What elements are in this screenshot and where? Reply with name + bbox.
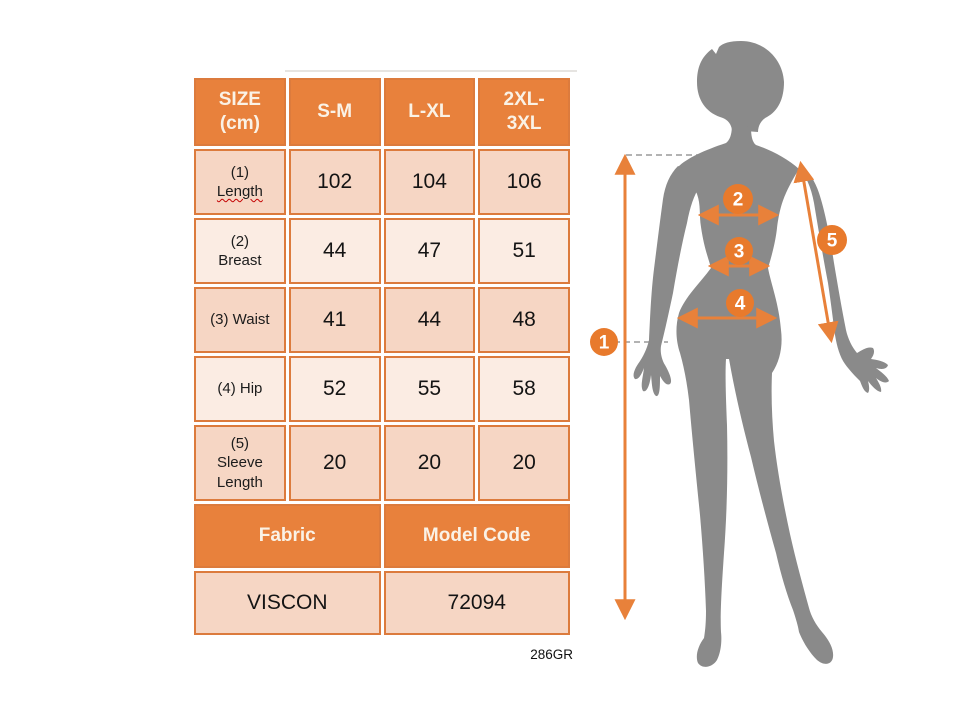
badge-4-circle bbox=[726, 289, 754, 317]
cell-hip-l-xl: 55 bbox=[383, 356, 476, 422]
cell-hip-2xl-3xl: 58 bbox=[478, 356, 570, 422]
measurement-badges: 1 2 3 4 5 bbox=[590, 184, 847, 356]
badge-5-circle bbox=[817, 225, 847, 255]
cell-waist-s-m: 41 bbox=[288, 287, 381, 353]
badge-3-circle bbox=[725, 237, 753, 265]
cell-breast-2xl-3xl: 51 bbox=[478, 218, 570, 284]
badge-5-number: 5 bbox=[827, 231, 838, 252]
row-sleeve-length: (5) Sleeve Length 20 20 20 bbox=[194, 425, 570, 501]
cell-waist-l-xl: 44 bbox=[383, 287, 476, 353]
row-sleeve-label: (5) Sleeve Length bbox=[194, 425, 286, 501]
badge-2-number: 2 bbox=[733, 190, 744, 211]
badge-2-circle bbox=[723, 184, 753, 214]
badge-1-circle bbox=[590, 328, 618, 356]
measurement-figure: 1 2 3 4 5 bbox=[590, 41, 889, 667]
fabric-value-cell: VISCON bbox=[194, 571, 381, 635]
row-breast: (2) Breast 44 47 51 bbox=[194, 218, 570, 284]
row-hip: (4) Hip 52 55 58 bbox=[194, 356, 570, 422]
row-waist-label: (3) Waist bbox=[194, 287, 286, 353]
cell-sleeve-l-xl: 20 bbox=[383, 425, 476, 501]
cell-sleeve-s-m: 20 bbox=[288, 425, 381, 501]
badge-4: 4 bbox=[726, 289, 754, 317]
badge-4-number: 4 bbox=[735, 294, 746, 315]
row-breast-label: (2) Breast bbox=[194, 218, 286, 284]
model-code-value-cell: 72094 bbox=[383, 571, 570, 635]
row-sleeve-label-word: Sleeve Length bbox=[216, 454, 263, 491]
row-hip-label: (4) Hip bbox=[194, 356, 286, 422]
fabric-value-row: VISCON 72094 bbox=[194, 571, 570, 635]
measurement-arrows bbox=[614, 153, 839, 621]
badge-3-number: 3 bbox=[734, 242, 745, 263]
header-cell-2xl-3xl: 2XL- 3XL bbox=[478, 78, 570, 146]
row-waist-label-text: (3) Waist bbox=[210, 311, 270, 329]
cell-sleeve-2xl-3xl: 20 bbox=[478, 425, 570, 501]
cell-length-l-xl: 104 bbox=[383, 149, 476, 215]
row-length-label: (1) Length bbox=[194, 149, 286, 215]
cell-breast-s-m: 44 bbox=[288, 218, 381, 284]
weight-note: 286GR bbox=[530, 647, 573, 662]
row-waist: (3) Waist 41 44 48 bbox=[194, 287, 570, 353]
row-breast-label-word: Breast bbox=[218, 252, 262, 269]
sleeve-arrow-5 bbox=[793, 160, 839, 344]
cell-waist-2xl-3xl: 48 bbox=[478, 287, 570, 353]
size-chart-table: SIZE (cm) S-M L-XL 2XL- 3XL (1) Length 1… bbox=[191, 75, 573, 638]
badge-3: 3 bbox=[725, 237, 753, 265]
crop-artifact-line bbox=[285, 70, 577, 72]
row-breast-label-number: (2) bbox=[230, 232, 250, 250]
badge-1-number: 1 bbox=[599, 333, 610, 354]
header-cell-l-xl: L-XL bbox=[383, 78, 476, 146]
female-silhouette bbox=[633, 41, 889, 667]
silhouette-left-arm bbox=[633, 166, 700, 397]
row-hip-label-text: (4) Hip bbox=[217, 380, 263, 398]
cell-breast-l-xl: 47 bbox=[383, 218, 476, 284]
fabric-header-row: Fabric Model Code bbox=[194, 504, 570, 568]
silhouette-body bbox=[676, 124, 834, 667]
header-cell-s-m: S-M bbox=[288, 78, 381, 146]
row-length-label-number: (1) bbox=[230, 163, 250, 181]
fabric-header-cell: Fabric bbox=[194, 504, 381, 568]
header-cell-size-cm: SIZE (cm) bbox=[194, 78, 286, 146]
cell-length-2xl-3xl: 106 bbox=[478, 149, 570, 215]
badge-5: 5 bbox=[817, 225, 847, 255]
row-sleeve-label-number: (5) bbox=[230, 434, 250, 452]
size-header-row: SIZE (cm) S-M L-XL 2XL- 3XL bbox=[194, 78, 570, 146]
row-length-label-word: Length bbox=[216, 183, 263, 200]
badge-2: 2 bbox=[723, 184, 753, 214]
model-code-header-cell: Model Code bbox=[383, 504, 570, 568]
cell-length-s-m: 102 bbox=[288, 149, 381, 215]
cell-hip-s-m: 52 bbox=[288, 356, 381, 422]
silhouette-head bbox=[697, 41, 784, 132]
badge-1: 1 bbox=[590, 328, 618, 356]
silhouette-right-arm bbox=[799, 167, 889, 393]
row-length: (1) Length 102 104 106 bbox=[194, 149, 570, 215]
